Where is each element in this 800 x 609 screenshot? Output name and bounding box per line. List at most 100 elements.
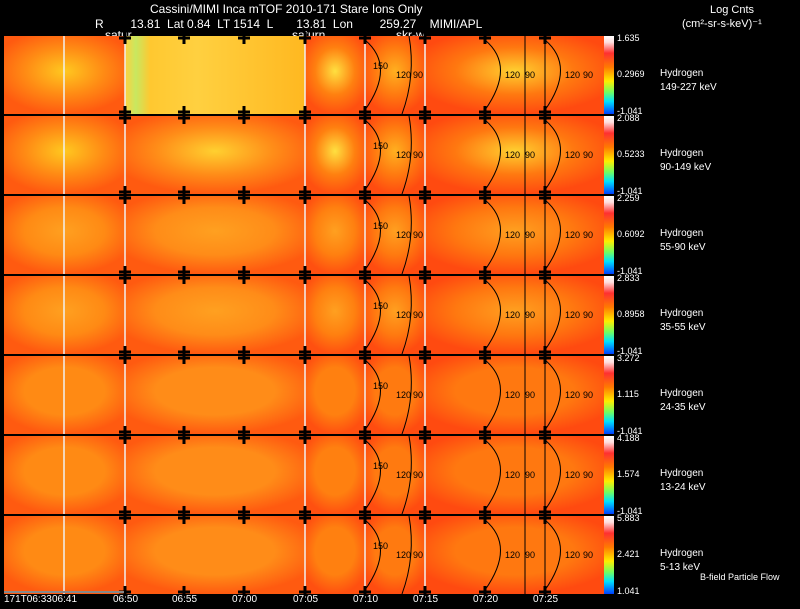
- contour-label: 90: [525, 230, 535, 240]
- contour-line: [544, 119, 561, 191]
- contour-label: 120: [396, 310, 411, 320]
- contour-label: 90: [413, 470, 423, 480]
- contour-line: [364, 359, 381, 431]
- spectrogram-segment: [125, 196, 305, 274]
- spectrogram-segment: [305, 356, 365, 434]
- contour-label: 120: [396, 150, 411, 160]
- colorbar-mid-label: 0.2969: [617, 69, 645, 79]
- colorbar-max-label: 4.188: [617, 433, 640, 443]
- contour-line: [401, 355, 412, 435]
- spectrogram-segment: [425, 276, 604, 354]
- contour-line: [364, 439, 381, 511]
- contour-label: 120: [505, 390, 520, 400]
- contour-label: 90: [413, 550, 423, 560]
- contour-line: [544, 279, 561, 351]
- ephemeris-line: R 13.81 Lat 0.84 LT 1514 L 13.81 Lon 259…: [95, 17, 483, 31]
- spectrogram-segment: [365, 356, 425, 434]
- spectrogram-segment: [305, 436, 365, 514]
- contour-line: [401, 275, 412, 355]
- contour-line: [484, 119, 501, 191]
- colorbar-mid-label: 0.5233: [617, 149, 645, 159]
- colorbar-max-label: 5.883: [617, 513, 640, 523]
- contour-line: [484, 439, 501, 511]
- colorbar: [604, 356, 614, 434]
- colorbar: [604, 196, 614, 274]
- spectrogram-segment: [125, 356, 305, 434]
- colorbar: [604, 516, 614, 594]
- colorbar-max-label: 2.259: [617, 193, 640, 203]
- contour-line: [544, 39, 561, 111]
- spectrogram-segment: [305, 36, 365, 114]
- colorbar-min-label: -1.041: [617, 266, 643, 276]
- colorbar-min-label: -1.041: [617, 426, 643, 436]
- contour-label: 120: [505, 70, 520, 80]
- contour-line: [364, 39, 381, 111]
- spectrogram-segment: [425, 436, 604, 514]
- contour-label: 90: [525, 390, 535, 400]
- time-tick-label: 06:55: [172, 594, 198, 605]
- contour-label: 120: [565, 230, 580, 240]
- spectrogram-segment: [305, 516, 365, 594]
- spectrogram-segment: [365, 36, 425, 114]
- colorbar-min-label: -1.041: [617, 186, 643, 196]
- colorbar-min-label: 1.041: [617, 586, 640, 596]
- time-tick-label: 07:00: [232, 594, 258, 605]
- panel-energy-label: 24-35 keV: [660, 402, 706, 413]
- contour-label: 120: [565, 70, 580, 80]
- panel-energy-label: 90-149 keV: [660, 162, 712, 173]
- contour-label: 120: [565, 390, 580, 400]
- footer-note: B-field Particle Flow: [700, 572, 780, 582]
- panel-energy-label: 55-90 keV: [660, 242, 706, 253]
- colorbar-max-label: 2.088: [617, 113, 640, 123]
- contour-label: 150: [373, 461, 388, 471]
- spectrogram-segment: [365, 276, 425, 354]
- panel-species-label: Hydrogen: [660, 148, 704, 159]
- spectrogram-panel: [4, 276, 604, 354]
- time-tick-label: 07:10: [353, 594, 379, 605]
- contour-line: [401, 515, 412, 595]
- contour-label: 120: [396, 230, 411, 240]
- contour-label: 90: [525, 310, 535, 320]
- contour-label: 120: [565, 470, 580, 480]
- colorbar-mid-label: 2.421: [617, 549, 640, 559]
- contour-label: 120: [505, 470, 520, 480]
- colorbar-max-label: 2.833: [617, 273, 640, 283]
- colorbar-units-line1: Log Cnts: [710, 4, 755, 16]
- contour-label: 90: [583, 310, 593, 320]
- contour-line: [401, 195, 412, 275]
- colorbar-mid-label: 1.574: [617, 469, 640, 479]
- spectrogram-segment: [425, 116, 604, 194]
- panel-energy-label: 5-13 keV: [660, 562, 701, 573]
- panel-energy-label: 149-227 keV: [660, 82, 717, 93]
- spectrogram-segment: [425, 356, 604, 434]
- contour-label: 120: [396, 550, 411, 560]
- contour-label: 120: [565, 550, 580, 560]
- contour-label: 90: [525, 550, 535, 560]
- contour-label: 90: [583, 470, 593, 480]
- spectrogram-segment: [125, 516, 305, 594]
- colorbar-mid-label: 0.8958: [617, 309, 645, 319]
- time-tick-label: 07:05: [293, 594, 319, 605]
- contour-label: 90: [583, 230, 593, 240]
- contour-label: 90: [525, 70, 535, 80]
- time-tick-label: 171T06:33: [4, 594, 52, 605]
- contour-label: 150: [373, 381, 388, 391]
- time-tick-label: 06:50: [113, 594, 139, 605]
- colorbar-max-label: 3.272: [617, 353, 640, 363]
- contour-label: 120: [505, 230, 520, 240]
- spectrogram-segment: [425, 36, 604, 114]
- contour-line: [544, 359, 561, 431]
- contour-label: 120: [565, 310, 580, 320]
- contour-label: 90: [413, 70, 423, 80]
- contour-label: 120: [505, 150, 520, 160]
- contour-line: [484, 279, 501, 351]
- contour-line: [484, 199, 501, 271]
- contour-line: [544, 439, 561, 511]
- contour-label: 90: [583, 70, 593, 80]
- contour-label: 150: [373, 141, 388, 151]
- contour-line: [401, 35, 412, 115]
- contour-label: 120: [396, 470, 411, 480]
- spectrogram-segment: [365, 516, 425, 594]
- contour-label: 90: [583, 550, 593, 560]
